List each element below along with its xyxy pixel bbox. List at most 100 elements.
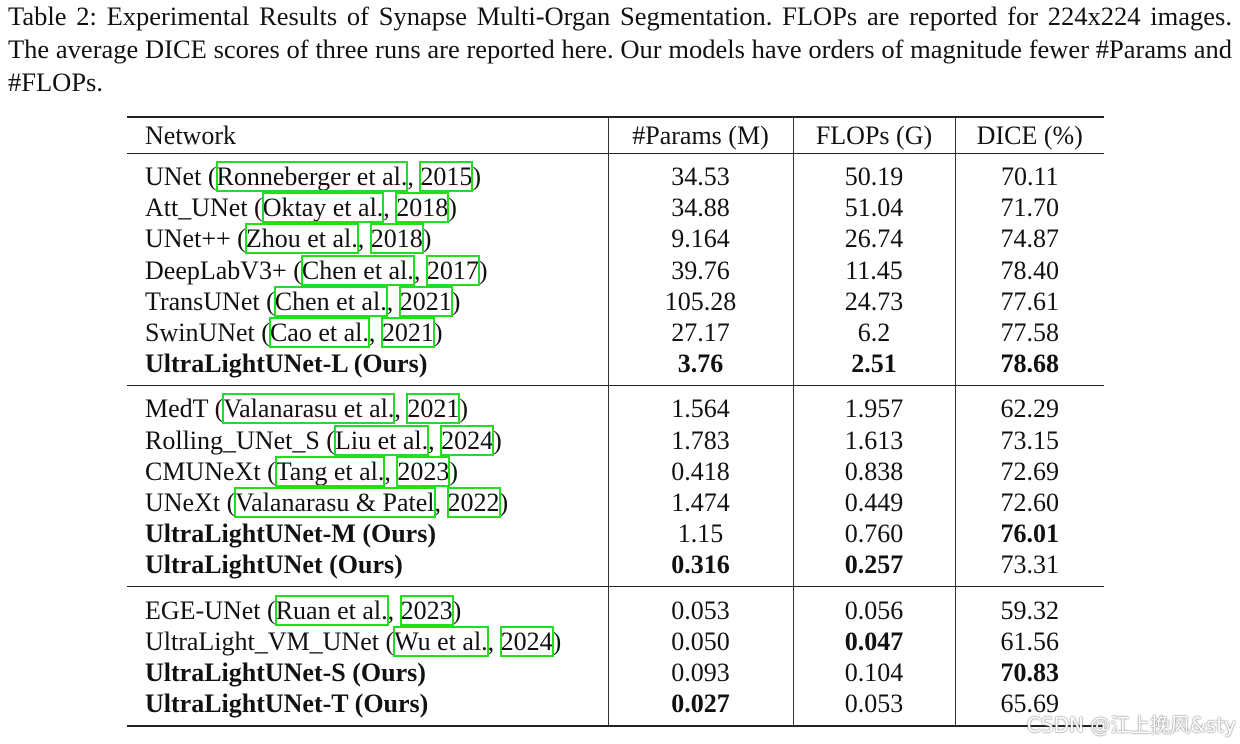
table-row-ours: UltraLightUNet-L (Ours) 3.76 2.51 78.68 xyxy=(127,348,1104,386)
group-2: MedT (Valanarasu et al., 2021) 1.564 1.9… xyxy=(127,385,1104,587)
results-table: Network #Params (M) FLOPs (G) DICE (%) U… xyxy=(127,116,1104,727)
flops-cell: 50.19 xyxy=(792,153,955,193)
citation-author-link[interactable]: Wu et al. xyxy=(393,625,489,657)
dice-cell: 65.69 xyxy=(954,688,1104,727)
citation-author-link[interactable]: Valanarasu & Patel xyxy=(234,486,436,518)
flops-cell: 6.2 xyxy=(792,316,955,349)
citation-author-link[interactable]: Cao et al. xyxy=(268,317,370,349)
citation-author-link[interactable]: Zhou et al. xyxy=(244,223,359,255)
params-cell: 9.164 xyxy=(607,223,793,255)
dice-cell: 78.68 xyxy=(954,348,1104,386)
dice-cell: 76.01 xyxy=(954,518,1104,550)
table-row-ours: UltraLightUNet (Ours) 0.316 0.257 73.31 xyxy=(127,549,1104,587)
params-cell: 0.053 xyxy=(607,586,793,626)
flops-cell: 0.838 xyxy=(792,455,955,487)
params-cell: 0.050 xyxy=(607,625,793,657)
dice-cell: 77.58 xyxy=(954,316,1104,349)
network-cell: UltraLightUNet-T (Ours) xyxy=(145,689,429,719)
citation-year-link[interactable]: 2015 xyxy=(419,161,474,193)
dice-cell: 74.87 xyxy=(954,223,1104,255)
citation-author-link[interactable]: Oktay et al. xyxy=(261,192,385,224)
params-cell: 0.418 xyxy=(607,455,793,487)
params-cell: 0.093 xyxy=(607,656,793,688)
dice-cell: 72.69 xyxy=(954,455,1104,487)
network-cell: UltraLightUNet-M (Ours) xyxy=(145,519,436,549)
table-caption: Table 2: Experimental Results of Synapse… xyxy=(8,1,1232,97)
params-cell: 1.474 xyxy=(607,486,793,519)
network-cell: EGE-UNet (Ruan et al., 2023) xyxy=(145,594,462,626)
table-row: UltraLight_VM_UNet (Wu et al., 2024) 0.0… xyxy=(127,625,1104,657)
network-cell: UltraLight_VM_UNet (Wu et al., 2024) xyxy=(145,625,562,657)
network-cell: MedT (Valanarasu et al., 2021) xyxy=(145,393,469,425)
citation-year-link[interactable]: 2023 xyxy=(399,594,454,626)
params-cell: 1.15 xyxy=(607,518,793,550)
dice-cell: 71.70 xyxy=(954,192,1104,224)
flops-cell: 0.056 xyxy=(792,586,955,626)
dice-cell: 59.32 xyxy=(954,586,1104,626)
network-cell: UltraLightUNet (Ours) xyxy=(145,550,403,580)
dice-cell: 61.56 xyxy=(954,625,1104,657)
citation-author-link[interactable]: Valanarasu et al. xyxy=(222,393,396,425)
dice-cell: 78.40 xyxy=(954,254,1104,286)
citation-year-link[interactable]: 2017 xyxy=(425,254,480,286)
network-cell: UltraLightUNet-S (Ours) xyxy=(145,657,426,687)
params-cell: 0.027 xyxy=(607,688,793,727)
flops-cell: 0.047 xyxy=(792,625,955,657)
flops-cell: 1.957 xyxy=(792,385,955,425)
citation-year-link[interactable]: 2018 xyxy=(369,223,424,255)
citation-author-link[interactable]: Chen et al. xyxy=(300,254,415,286)
table-row: UNet++ (Zhou et al., 2018) 9.164 26.74 7… xyxy=(127,223,1104,255)
flops-cell: 0.104 xyxy=(792,656,955,688)
citation-author-link[interactable]: Ronneberger et al. xyxy=(215,161,409,193)
network-cell: Att_UNet (Oktay et al., 2018) xyxy=(145,192,457,224)
flops-cell: 0.449 xyxy=(792,486,955,519)
params-cell: 1.783 xyxy=(607,424,793,456)
citation-author-link[interactable]: Ruan et al. xyxy=(274,594,389,626)
citation-year-link[interactable]: 2022 xyxy=(446,486,501,518)
citation-author-link[interactable]: Liu et al. xyxy=(333,424,430,456)
dice-cell: 73.31 xyxy=(954,549,1104,587)
dice-cell: 77.61 xyxy=(954,285,1104,317)
flops-cell: 24.73 xyxy=(792,285,955,317)
table-row-ours: UltraLightUNet-T (Ours) 0.027 0.053 65.6… xyxy=(127,688,1104,727)
network-cell: UNet (Ronneberger et al., 2015) xyxy=(145,161,482,193)
citation-year-link[interactable]: 2018 xyxy=(395,192,450,224)
header-dice: DICE (%) xyxy=(954,117,1104,154)
citation-year-link[interactable]: 2021 xyxy=(406,393,461,425)
table-row: Att_UNet (Oktay et al., 2018) 34.88 51.0… xyxy=(127,192,1104,224)
flops-cell: 51.04 xyxy=(792,192,955,224)
network-cell: DeepLabV3+ (Chen et al., 2017) xyxy=(145,254,488,286)
citation-year-link[interactable]: 2021 xyxy=(380,317,435,349)
flops-cell: 0.257 xyxy=(792,549,955,587)
params-cell: 39.76 xyxy=(607,254,793,286)
group-3: EGE-UNet (Ruan et al., 2023) 0.053 0.056… xyxy=(127,586,1104,727)
table-row-ours: UltraLightUNet-M (Ours) 1.15 0.760 76.01 xyxy=(127,518,1104,550)
citation-author-link[interactable]: Chen et al. xyxy=(273,285,388,317)
csdn-watermark: CSDN @江上挽风&sty xyxy=(1026,713,1236,737)
flops-cell: 2.51 xyxy=(792,348,955,386)
table-row: DeepLabV3+ (Chen et al., 2017) 39.76 11.… xyxy=(127,254,1104,286)
params-cell: 34.88 xyxy=(607,192,793,224)
citation-year-link[interactable]: 2021 xyxy=(398,285,453,317)
citation-year-link[interactable]: 2024 xyxy=(440,424,495,456)
params-cell: 0.316 xyxy=(607,549,793,587)
flops-cell: 26.74 xyxy=(792,223,955,255)
table-row: UNeXt (Valanarasu & Patel, 2022) 1.474 0… xyxy=(127,486,1104,519)
citation-year-link[interactable]: 2024 xyxy=(499,625,554,657)
header-network: Network xyxy=(145,120,236,150)
header-params: #Params (M) xyxy=(607,117,793,154)
network-cell: CMUNeXt (Tang et al., 2023) xyxy=(145,455,459,487)
network-cell: UNeXt (Valanarasu & Patel, 2022) xyxy=(145,486,509,518)
params-cell: 34.53 xyxy=(607,153,793,193)
flops-cell: 0.760 xyxy=(792,518,955,550)
flops-cell: 11.45 xyxy=(792,254,955,286)
flops-cell: 0.053 xyxy=(792,688,955,727)
table-row: Rolling_UNet_S (Liu et al., 2024) 1.783 … xyxy=(127,424,1104,456)
network-cell: UNet++ (Zhou et al., 2018) xyxy=(145,223,432,255)
dice-cell: 73.15 xyxy=(954,424,1104,456)
table-row: EGE-UNet (Ruan et al., 2023) 0.053 0.056… xyxy=(127,586,1104,626)
table-header-row: Network #Params (M) FLOPs (G) DICE (%) xyxy=(127,117,1104,154)
citation-author-link[interactable]: Tang et al. xyxy=(274,455,386,487)
params-cell: 27.17 xyxy=(607,316,793,349)
citation-year-link[interactable]: 2023 xyxy=(396,455,451,487)
